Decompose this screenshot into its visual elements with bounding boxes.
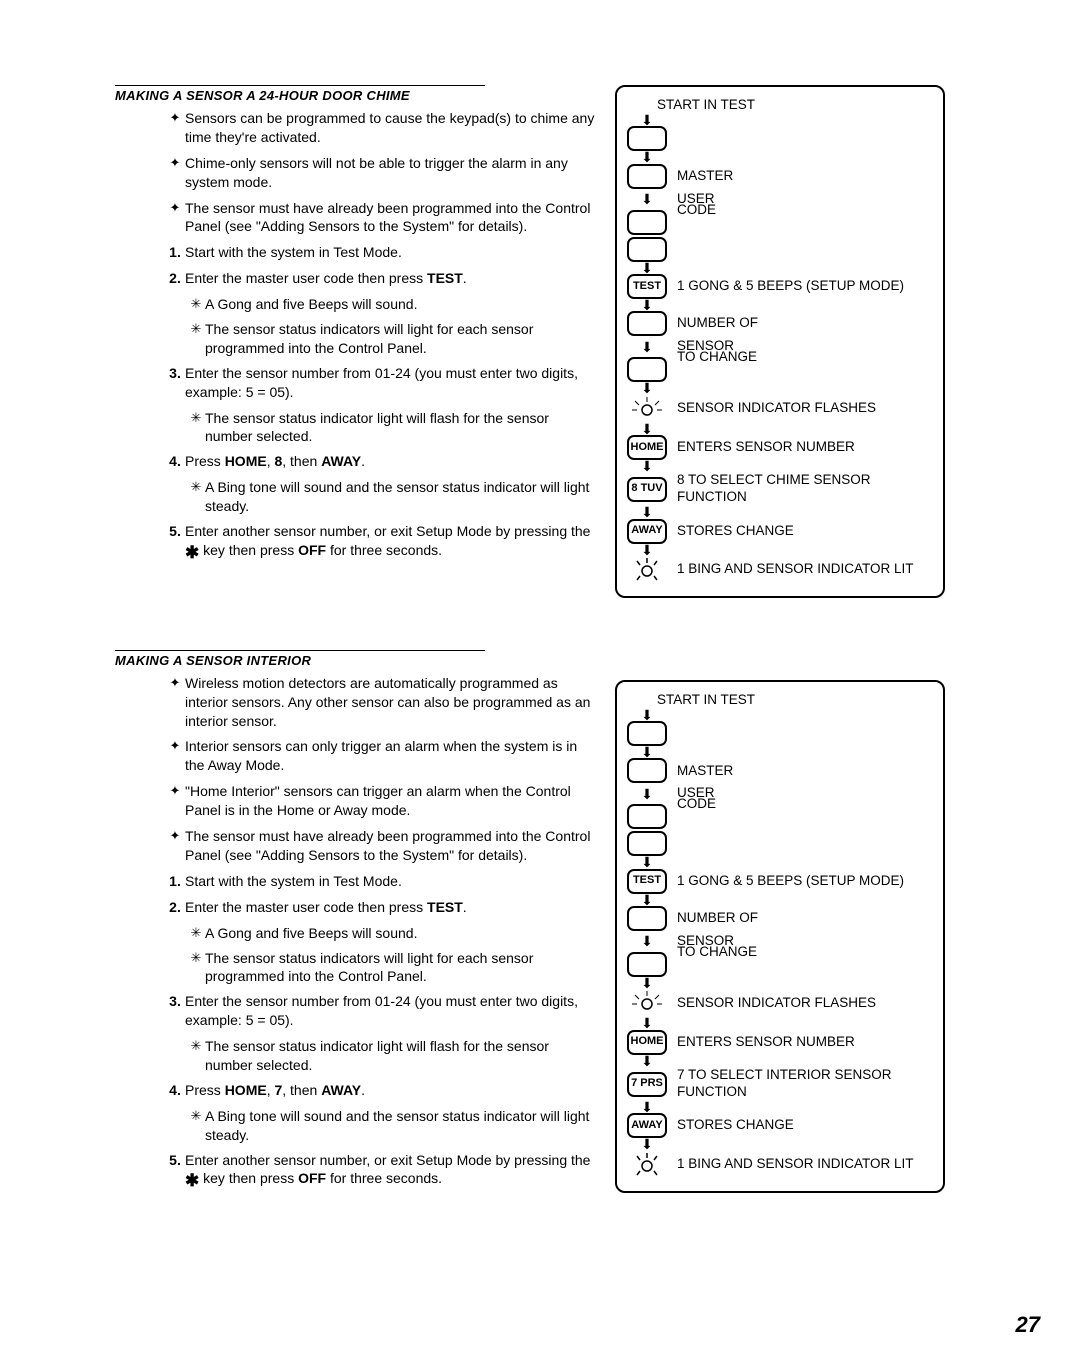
arrow-down-icon: ⬇ — [627, 195, 667, 203]
keypad-key — [627, 721, 667, 746]
keypad-key — [627, 311, 667, 336]
flow-label: NUMBER OF — [677, 910, 937, 927]
arrow-down-icon: ⬇ — [627, 858, 667, 866]
keypad-key — [627, 237, 667, 262]
keypad-key — [627, 831, 667, 856]
substep: A Bing tone will sound and the sensor st… — [205, 478, 595, 516]
bullet: "Home Interior" sensors can trigger an a… — [185, 782, 595, 820]
arrow-down-icon: ⬇ — [627, 790, 667, 798]
page-number: 27 — [1016, 1312, 1040, 1338]
flow-label: CODE — [677, 796, 937, 813]
flowchart-chime: START IN TEST⬇⬇MASTER⬇USERCODE⬇TEST1 GON… — [615, 85, 945, 598]
flow-label: STORES CHANGE — [677, 1117, 937, 1134]
keypad-key: AWAY — [627, 519, 667, 544]
step: Start with the system in Test Mode. — [185, 243, 595, 262]
substep: A Gong and ﬁve Beeps will sound. — [205, 295, 595, 314]
section-chime: MAKING A SENSOR A 24-HOUR DOOR CHIME ✦Se… — [115, 85, 1020, 560]
substep: The sensor status indicators will light … — [205, 949, 595, 987]
keypad-key: AWAY — [627, 1113, 667, 1138]
substep: A Gong and ﬁve Beeps will sound. — [205, 924, 595, 943]
keypad-key: 8 TUV — [627, 477, 667, 502]
keypad-key — [627, 804, 667, 829]
step: Enter the master user code then press TE… — [185, 898, 595, 917]
keypad-key — [627, 210, 667, 235]
keypad-key: HOME — [627, 435, 667, 460]
flow-label: CODE — [677, 202, 937, 219]
arrow-down-icon: ⬇ — [627, 546, 667, 554]
arrow-down-icon: ⬇ — [627, 343, 667, 351]
arrow-down-icon: ⬇ — [627, 896, 667, 904]
flow-label: TO CHANGE — [677, 944, 937, 961]
step: Press HOME, 7, then AWAY. — [185, 1081, 595, 1100]
arrow-down-icon: ⬇ — [627, 153, 667, 161]
section-content: ✦Sensors can be programmed to cause the … — [165, 109, 595, 560]
flow-label: MASTER — [677, 763, 937, 780]
arrow-down-icon: ⬇ — [627, 1057, 667, 1065]
heading-rule — [115, 650, 485, 651]
arrow-down-icon: ⬇ — [627, 748, 667, 756]
keypad-key: HOME — [627, 1030, 667, 1055]
keypad-key: 7 PRS — [627, 1072, 667, 1097]
substep: The sensor status indicator light will ﬂ… — [205, 409, 595, 447]
keypad-key — [627, 126, 667, 151]
star-key-icon: ✱ — [185, 543, 199, 562]
bullet: Chime-only sensors will not be able to t… — [185, 154, 595, 192]
step: Enter the master user code then press TE… — [185, 269, 595, 288]
flow-label: STORES CHANGE — [677, 523, 937, 540]
flowchart-interior: START IN TEST⬇⬇MASTER⬇USERCODE⬇TEST1 GON… — [615, 680, 945, 1193]
flow-label: 8 TO SELECT CHIME SENSOR FUNCTION — [677, 472, 937, 506]
bullet: The sensor must have already been progra… — [185, 827, 595, 865]
arrow-down-icon: ⬇ — [627, 264, 667, 272]
arrow-down-icon: ⬇ — [627, 384, 667, 392]
flow-label: 1 GONG & 5 BEEPS (SETUP MODE) — [677, 278, 937, 295]
flow-title: START IN TEST — [657, 97, 937, 114]
bullet: Interior sensors can only trigger an ala… — [185, 737, 595, 775]
flow-label: ENTERS SENSOR NUMBER — [677, 439, 937, 456]
star-key-icon: ✱ — [185, 1171, 199, 1190]
arrow-down-icon: ⬇ — [627, 301, 667, 309]
step: Press HOME, 8, then AWAY. — [185, 452, 595, 471]
keypad-key — [627, 164, 667, 189]
substep: A Bing tone will sound and the sensor st… — [205, 1107, 595, 1145]
flow-label: SENSOR INDICATOR FLASHES — [677, 400, 937, 417]
keypad-key — [627, 906, 667, 931]
flow-label: 1 BING AND SENSOR INDICATOR LIT — [677, 561, 937, 578]
flow-label: 1 BING AND SENSOR INDICATOR LIT — [677, 1156, 937, 1173]
bullet: Sensors can be programmed to cause the k… — [185, 109, 595, 147]
step: Enter the sensor number from 01-24 (you … — [185, 992, 595, 1030]
step: Enter another sensor number, or exit Set… — [185, 1151, 595, 1189]
arrow-down-icon: ⬇ — [627, 462, 667, 470]
flow-label: SENSOR INDICATOR FLASHES — [677, 995, 937, 1012]
keypad-key — [627, 952, 667, 977]
keypad-key: TEST — [627, 274, 667, 299]
flow-label: MASTER — [677, 168, 937, 185]
step: Enter the sensor number from 01-24 (you … — [185, 364, 595, 402]
section-interior: MAKING A SENSOR INTERIOR ✦Wireless motio… — [115, 650, 1020, 1188]
flow-title: START IN TEST — [657, 692, 937, 709]
arrow-down-icon: ⬇ — [627, 508, 667, 516]
flow-label: TO CHANGE — [677, 349, 937, 366]
step: Start with the system in Test Mode. — [185, 872, 595, 891]
keypad-key — [627, 758, 667, 783]
arrow-down-icon: ⬇ — [627, 1019, 667, 1027]
keypad-key: TEST — [627, 869, 667, 894]
flow-label: 1 GONG & 5 BEEPS (SETUP MODE) — [677, 873, 937, 890]
arrow-down-icon: ⬇ — [627, 1103, 667, 1111]
step: Enter another sensor number, or exit Set… — [185, 522, 595, 560]
bullet: Wireless motion detectors are automatica… — [185, 674, 595, 731]
bullet: The sensor must have already been progra… — [185, 199, 595, 237]
section-heading: MAKING A SENSOR INTERIOR — [115, 653, 1020, 668]
keypad-key — [627, 357, 667, 382]
arrow-down-icon: ⬇ — [627, 425, 667, 433]
substep: The sensor status indicators will light … — [205, 320, 595, 358]
section-content: ✦Wireless motion detectors are automatic… — [165, 674, 595, 1188]
arrow-down-icon: ⬇ — [627, 979, 667, 987]
heading-rule — [115, 85, 485, 86]
flow-label: 7 TO SELECT INTERIOR SENSOR FUNCTION — [677, 1067, 937, 1101]
flow-label: ENTERS SENSOR NUMBER — [677, 1034, 937, 1051]
arrow-down-icon: ⬇ — [627, 1140, 667, 1148]
flow-label: NUMBER OF — [677, 315, 937, 332]
substep: The sensor status indicator light will ﬂ… — [205, 1037, 595, 1075]
arrow-down-icon: ⬇ — [627, 937, 667, 945]
